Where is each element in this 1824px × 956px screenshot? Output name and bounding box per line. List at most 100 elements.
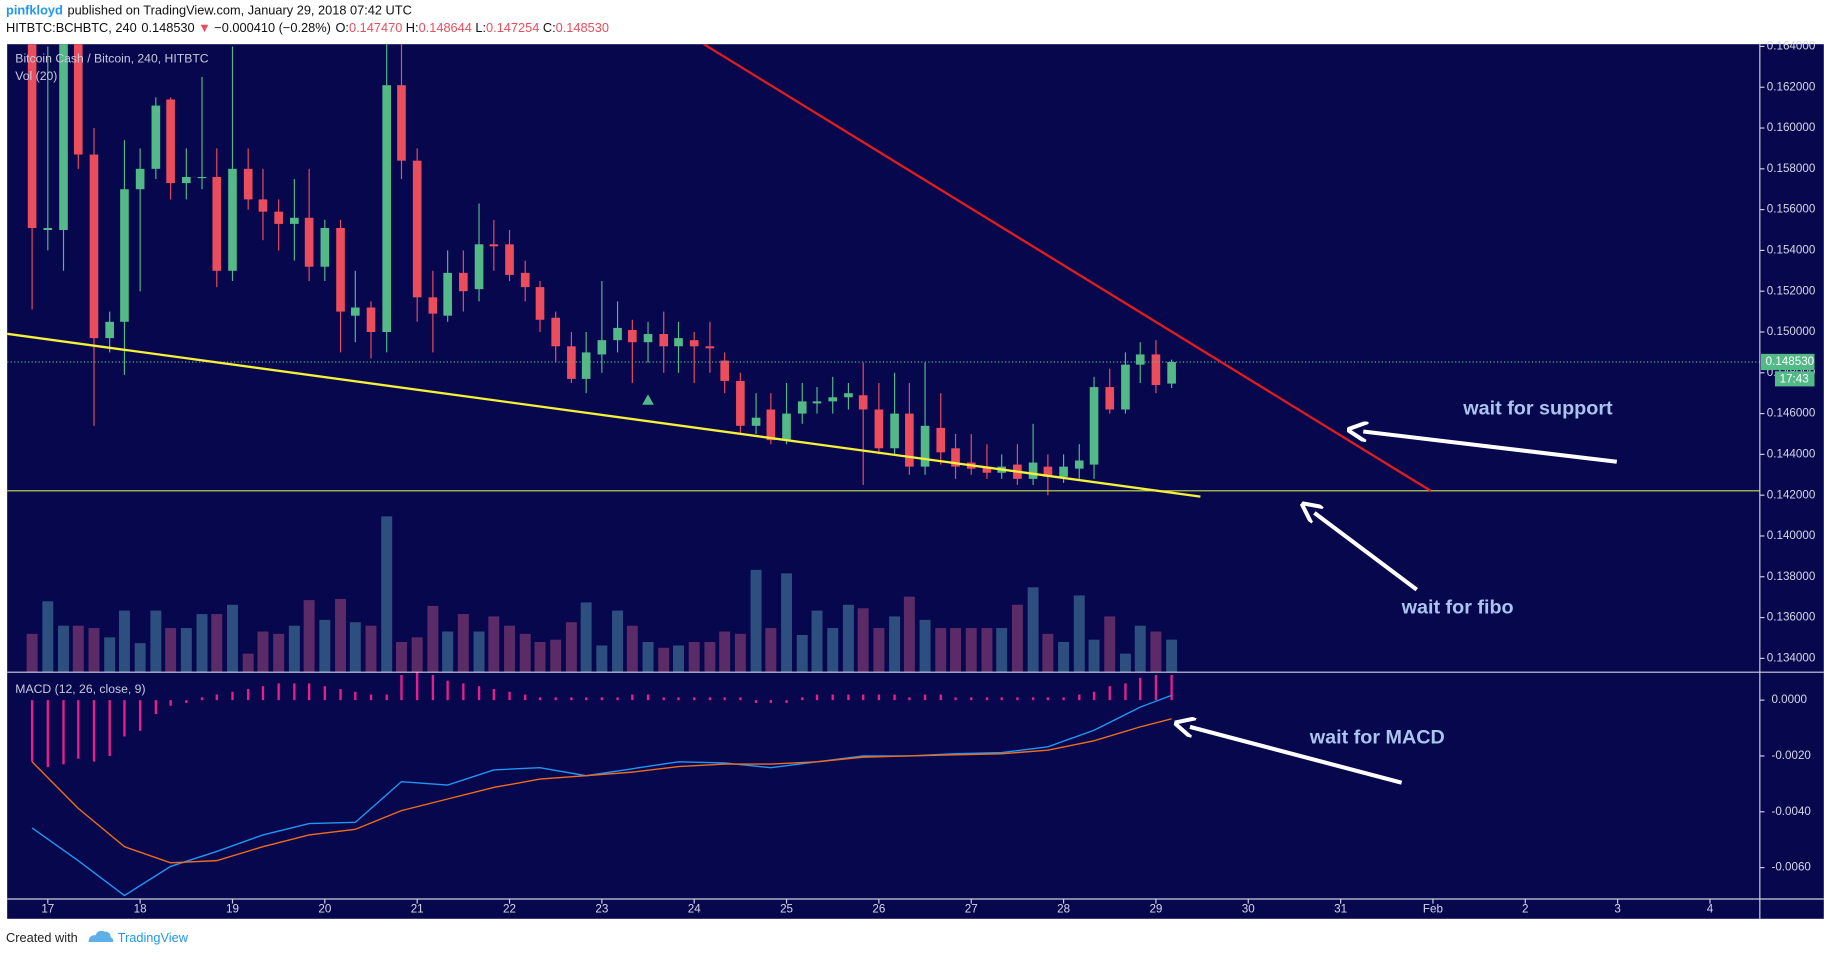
volume-bar [349,622,361,673]
price-pane [7,44,1760,673]
y-tick-label: 0.160000 [1767,121,1816,134]
y-tick-label: 0.140000 [1767,529,1816,542]
macd-histogram-bar [354,691,357,701]
candle-body [736,380,745,426]
volume-bar [1011,604,1023,673]
x-tick-label: 30 [1242,903,1255,916]
signal-triangle [642,394,654,405]
volume-bar [534,641,546,673]
macd-histogram-bar [431,675,435,701]
x-tick-label: 26 [872,903,885,916]
macd-histogram-bar [385,694,388,701]
macd-histogram-bar [92,700,96,762]
candle-body [43,227,53,231]
macd-histogram-bar [785,700,788,703]
candle-body [489,244,499,247]
arrow [1363,431,1618,464]
annotation: wait for fibo [1401,596,1514,618]
candle-body [166,99,175,184]
volume-bar [288,625,300,673]
volume-bar [903,596,915,673]
candle-body [258,199,268,212]
volume-bar [796,635,808,673]
macd-histogram-bar [446,680,449,701]
candle-body [1135,354,1145,365]
x-tick-label: 25 [780,903,793,916]
y-tick-label: 0.152000 [1767,284,1816,297]
candle-body [135,168,145,190]
volume-bar [1104,616,1116,673]
macd-histogram-bar [847,694,850,701]
candle-body [766,409,776,441]
candle-body [350,307,360,316]
macd-histogram-bar [584,697,588,701]
macd-pane [30,672,1173,897]
macd-histogram-bar [970,697,973,701]
volume-bar [658,647,670,673]
candle-body [474,244,484,290]
volume-bar [150,610,162,673]
volume-bar [704,641,716,673]
macd-histogram-bar [631,694,634,701]
drawings [7,44,1760,498]
ohlc-value: 0.147254 [486,20,539,35]
macd-histogram-bar [247,688,250,701]
x-tick-label: 4 [1707,903,1714,916]
volume-bar [565,622,577,673]
volume-bar [72,625,84,673]
y-tick-label: 0.146000 [1767,407,1816,420]
macd-histogram-bar [1062,697,1065,701]
candle-body [812,401,822,404]
x-tick-label: 28 [1057,903,1070,916]
candle-body [443,272,452,316]
ohlc-value: 0.147470 [349,20,402,35]
author[interactable]: pinfkloyd [6,3,63,18]
x-tick-label: 18 [134,903,147,916]
volume-bar [211,614,223,673]
y-tick-label: 0.150000 [1767,325,1816,338]
candle-body [858,395,868,410]
candle-body [1089,387,1099,465]
candle-body [412,160,422,298]
arrow [1190,727,1403,785]
candle-body [182,176,191,184]
volume-bar [550,639,562,673]
macd-histogram-bar [538,697,542,701]
macd-histogram-bar [939,694,942,701]
macd-histogram-bar [62,700,65,765]
resistance-trendline [703,44,1432,492]
x-tick-label: 20 [318,903,331,916]
volume-bar [519,633,531,673]
volume-bar [1058,641,1070,673]
candle-body [535,287,545,320]
volume-bar [1134,625,1146,673]
macd-histogram-bar [462,683,465,701]
volume-bar [596,645,608,673]
volume-bar [134,643,146,673]
ohlc-label: L: [475,20,486,35]
macd-histogram-bar [169,700,172,706]
macd-histogram-bar [1124,683,1127,701]
macd-legend: MACD (12, 26, close, 9) [15,682,145,696]
macd-histogram-bar [739,697,742,701]
volume-bar [612,610,624,673]
macd-histogram-bar [677,697,680,701]
macd-histogram-bar [492,688,495,701]
support-trendline [7,332,1201,498]
volume-bar [26,633,38,673]
volume-bar [303,600,315,673]
last-price-badge [1761,353,1815,371]
candle-body [89,154,99,339]
arrow [1314,513,1418,592]
chart-background [7,44,1824,919]
volume-bar [734,633,746,673]
x-tick-label: 21 [411,903,424,916]
y-tick-label: -0.0020 [1771,749,1811,762]
footer-brand[interactable]: TradingView [118,930,189,945]
macd-histogram-bar [815,694,819,701]
x-tick-label: 23 [595,903,608,916]
volume-bar [750,569,762,673]
macd-histogram-bar [1046,697,1050,701]
arrows [1190,431,1618,785]
